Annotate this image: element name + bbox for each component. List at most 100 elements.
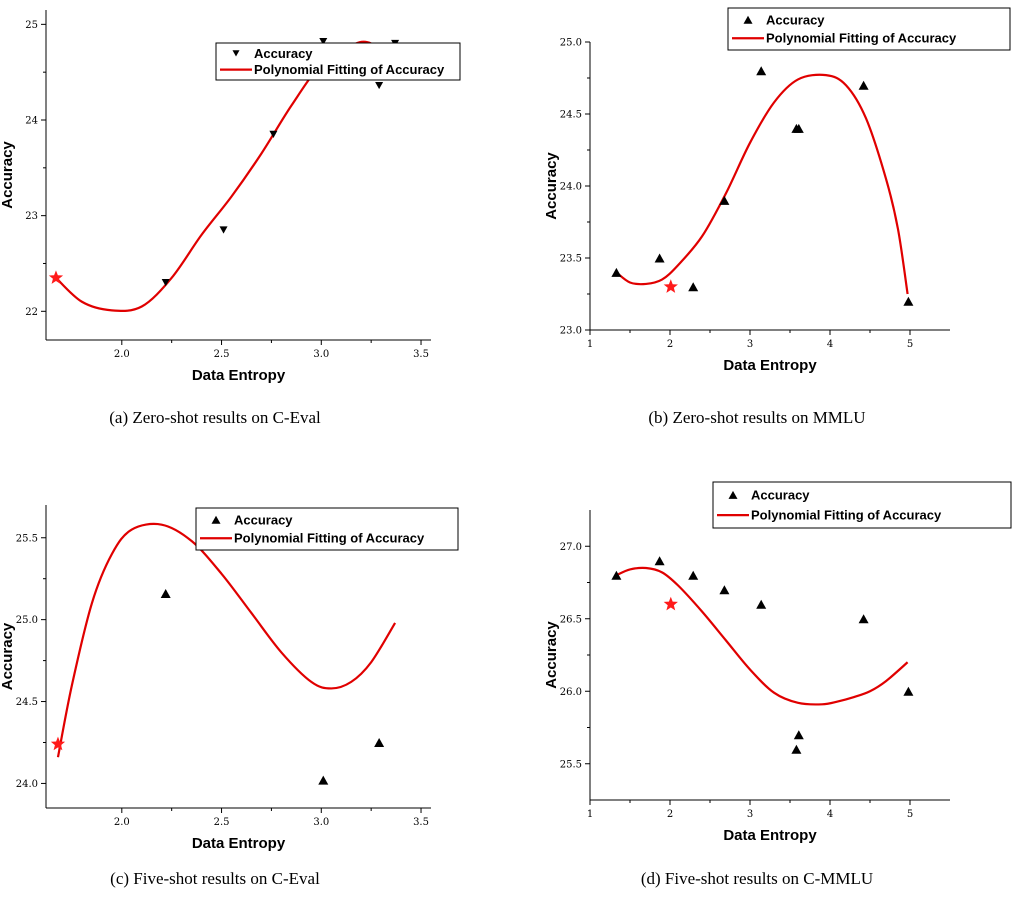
legend-marker-accuracy <box>728 490 738 499</box>
fit-curve <box>56 522 397 758</box>
x-tick-label: 3.5 <box>413 349 429 360</box>
y-axis-label: Accuracy <box>0 622 16 690</box>
x-tick-label: 2.5 <box>214 349 230 360</box>
legend-box <box>712 481 1012 529</box>
data-point <box>756 66 767 76</box>
fit-curve <box>615 566 909 706</box>
y-tick-label: 24.5 <box>560 110 582 121</box>
data-point <box>318 775 329 785</box>
y-tick-label: 24.5 <box>16 697 38 708</box>
data-point <box>269 130 278 138</box>
subfigure-caption: (c) Five-shot results on C-Eval <box>110 869 320 888</box>
data-point <box>793 730 804 740</box>
legend-box <box>727 7 1011 51</box>
y-tick-label: 25.0 <box>16 615 38 626</box>
y-tick-label: 25.0 <box>560 38 582 49</box>
data-point <box>858 614 869 624</box>
x-tick-label: 2 <box>667 339 673 350</box>
legend-label-fit: Polynomial Fitting of Accuracy <box>766 31 957 46</box>
subfigure-caption: (d) Five-shot results on C-MMLU <box>641 869 873 888</box>
legend-marker-accuracy <box>743 15 753 24</box>
y-axis-label: Accuracy <box>543 621 560 689</box>
y-axis-label: Accuracy <box>543 152 560 220</box>
panel-d-five-shot-cmmlu: 1 2 3 4 5 25.5 26.0 26.5 27.0 Data Entropy Accurac… <box>543 481 1012 888</box>
legend-marker-accuracy <box>232 50 240 57</box>
y-tick-label: 23.0 <box>560 326 582 337</box>
x-tick-label: 3.0 <box>313 349 329 360</box>
legend-label-accuracy: Accuracy <box>766 12 825 27</box>
x-tick-label: 5 <box>907 339 913 350</box>
x-tick-label: 4 <box>827 809 833 820</box>
highlight-star <box>663 596 678 611</box>
y-tick-label: 25.5 <box>560 759 582 770</box>
data-point <box>688 570 699 580</box>
legend-label-fit: Polynomial Fitting of Accuracy <box>751 508 942 523</box>
data-point <box>791 744 802 754</box>
data-point <box>219 226 228 234</box>
data-point <box>903 296 914 306</box>
data-point <box>161 279 170 287</box>
data-point <box>375 81 384 90</box>
legend-label-accuracy: Accuracy <box>751 487 810 502</box>
x-tick-label: 3 <box>747 339 753 350</box>
legend-label-fit: Polynomial Fitting of Accuracy <box>234 531 425 546</box>
data-point <box>611 570 622 580</box>
legend-label-accuracy: Accuracy <box>234 512 293 527</box>
y-tick-label: 27.0 <box>560 542 582 553</box>
x-tick-label: 5 <box>907 809 913 820</box>
x-tick-label: 2 <box>667 809 673 820</box>
y-tick-label: 24 <box>25 116 38 127</box>
x-tick-label: 3 <box>747 809 753 820</box>
data-point <box>719 585 730 595</box>
x-axis-label: Data Entropy <box>723 357 817 374</box>
data-point <box>160 588 171 598</box>
y-tick-label: 26.0 <box>560 687 582 698</box>
y-tick-label: 23 <box>25 211 38 222</box>
y-tick-label: 22 <box>25 307 38 318</box>
panel-b-zero-shot-mmlu: 1 2 3 4 5 23.0 23.5 24.0 24.5 25.0 Data Entropy Acc… <box>543 7 1011 427</box>
x-tick-label: 1 <box>587 339 593 350</box>
data-point <box>756 599 767 609</box>
y-tick-label: 24.0 <box>16 779 38 790</box>
legend-box <box>215 42 461 81</box>
data-point <box>903 686 914 696</box>
x-axis-label: Data Entropy <box>723 827 817 844</box>
x-axis-label: Data Entropy <box>192 835 286 852</box>
data-point <box>611 267 622 277</box>
subfigure-caption: (a) Zero-shot results on C-Eval <box>109 408 321 427</box>
data-point <box>654 253 665 263</box>
subfigure-caption: (b) Zero-shot results on MMLU <box>648 408 865 427</box>
y-tick-label: 25.5 <box>16 533 38 544</box>
x-tick-label: 2.5 <box>214 817 230 828</box>
data-point <box>688 282 699 292</box>
highlight-star <box>50 736 66 751</box>
data-point <box>793 123 804 133</box>
fit-curve <box>615 73 909 295</box>
x-tick-label: 2.0 <box>114 349 130 360</box>
panel-c-five-shot-ceval: 2.0 2.5 3.0 3.5 24.0 24.5 25.0 25.5 Data Entropy… <box>0 505 459 888</box>
fit-curve <box>55 40 396 313</box>
data-point <box>858 80 869 90</box>
x-tick-label: 2.0 <box>114 817 130 828</box>
data-point <box>654 556 665 566</box>
panel-a-zero-shot-ceval: 2.0 2.5 3.0 3.5 22 23 24 25 Data Entropy Accuracy… <box>0 10 461 427</box>
data-point <box>719 195 730 205</box>
y-tick-label: 24.0 <box>560 182 582 193</box>
x-tick-label: 3.5 <box>413 817 429 828</box>
legend-marker-accuracy <box>211 515 221 524</box>
data-point <box>374 737 385 747</box>
x-tick-label: 4 <box>827 339 833 350</box>
data-point <box>319 37 328 46</box>
highlight-star <box>48 270 64 284</box>
y-axis-label: Accuracy <box>0 141 16 209</box>
legend-label-accuracy: Accuracy <box>254 46 313 61</box>
y-tick-label: 23.5 <box>560 254 582 265</box>
x-axis-label: Data Entropy <box>192 367 286 384</box>
x-tick-label: 1 <box>587 809 593 820</box>
legend-label-fit: Polynomial Fitting of Accuracy <box>254 62 445 77</box>
y-tick-label: 26.5 <box>560 614 582 625</box>
highlight-star <box>663 279 678 293</box>
x-tick-label: 3.0 <box>313 817 329 828</box>
legend-box <box>195 507 459 551</box>
